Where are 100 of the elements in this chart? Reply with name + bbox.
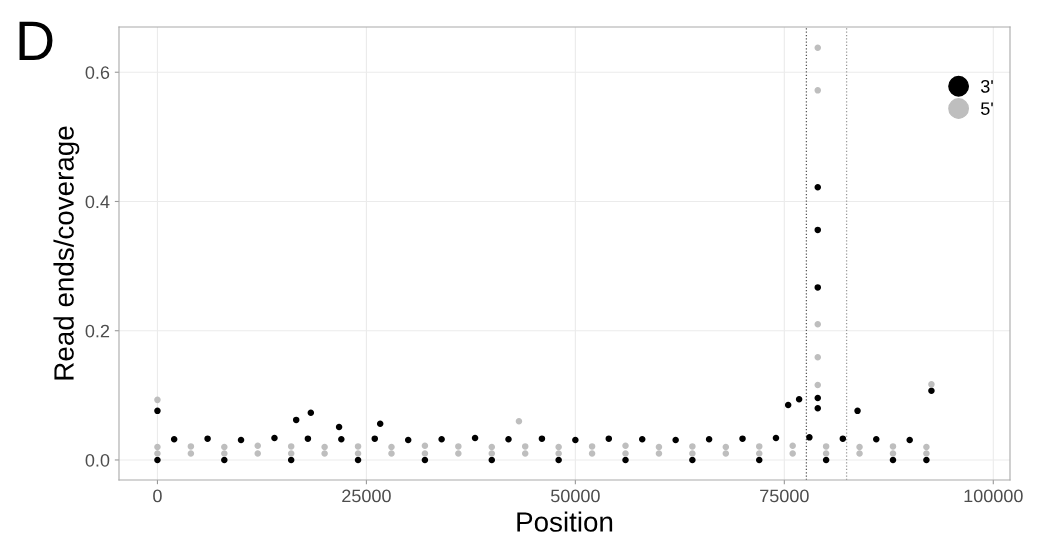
point <box>854 407 861 415</box>
point <box>154 396 161 404</box>
x-tick-label: 75000 <box>760 489 809 503</box>
point <box>622 456 629 464</box>
point <box>154 443 161 451</box>
point <box>321 443 328 451</box>
x-tick-label: 50000 <box>550 489 600 503</box>
point <box>755 443 763 450</box>
point <box>784 401 792 409</box>
point <box>806 434 813 441</box>
point <box>655 443 663 451</box>
point <box>928 387 935 395</box>
point <box>814 353 822 361</box>
point <box>455 443 462 450</box>
point <box>515 417 523 425</box>
point <box>354 450 362 457</box>
point <box>772 434 780 442</box>
point <box>839 435 847 442</box>
point <box>906 436 913 444</box>
point <box>438 436 445 443</box>
point <box>689 450 696 457</box>
y-tick-label: 0.4 <box>85 195 110 209</box>
point <box>154 450 161 457</box>
point <box>822 450 830 457</box>
point <box>822 443 830 450</box>
point <box>521 443 529 450</box>
point <box>304 435 312 442</box>
point <box>555 456 562 464</box>
point <box>221 443 228 451</box>
y-tick-label: 0.0 <box>85 453 110 467</box>
point <box>672 436 679 444</box>
point <box>655 450 663 457</box>
point <box>814 184 822 191</box>
point <box>376 420 384 428</box>
x-tick-label: 0 <box>153 489 162 503</box>
point <box>622 450 629 457</box>
point <box>471 434 479 442</box>
point <box>856 443 863 451</box>
point <box>221 450 228 457</box>
point <box>795 395 803 403</box>
point <box>555 443 562 451</box>
point <box>555 450 562 457</box>
point <box>622 442 629 450</box>
point <box>814 321 822 328</box>
point <box>287 443 295 450</box>
legend-label: 3' <box>980 79 993 93</box>
point <box>572 436 579 444</box>
point <box>154 407 161 415</box>
point <box>739 435 746 442</box>
point <box>605 435 613 442</box>
point <box>588 443 596 450</box>
point <box>388 450 395 457</box>
point <box>321 450 328 457</box>
x-tick-label: 25000 <box>342 489 391 503</box>
point <box>170 436 178 443</box>
point <box>505 436 512 443</box>
point <box>421 456 429 464</box>
y-axis-title: Read ends/coverage <box>53 126 80 380</box>
point <box>889 456 897 464</box>
point <box>755 456 763 464</box>
point <box>538 435 546 442</box>
point <box>814 44 822 51</box>
point <box>354 456 362 464</box>
point <box>421 450 429 457</box>
point <box>335 423 343 431</box>
point <box>814 394 822 402</box>
point <box>755 450 763 457</box>
point <box>354 443 362 450</box>
text: D <box>19 21 53 60</box>
point <box>307 409 315 417</box>
point <box>638 436 646 443</box>
point <box>204 435 211 442</box>
point <box>404 436 412 444</box>
y-tick-label: 0.2 <box>85 324 110 338</box>
point <box>421 442 429 450</box>
point <box>722 450 730 457</box>
point <box>689 456 696 464</box>
point <box>338 436 345 443</box>
point <box>689 443 696 450</box>
point <box>889 450 897 457</box>
point <box>856 450 863 457</box>
point <box>388 443 395 451</box>
point <box>221 456 228 464</box>
point <box>254 450 262 457</box>
point <box>154 456 161 464</box>
point <box>814 284 822 291</box>
point <box>371 435 379 442</box>
point <box>722 443 730 451</box>
x-axis-title: Position <box>517 511 613 532</box>
point <box>254 442 262 450</box>
point <box>237 436 245 444</box>
point <box>814 226 822 234</box>
point <box>271 434 278 442</box>
point <box>488 456 496 464</box>
point <box>292 416 300 424</box>
point <box>923 443 930 451</box>
point <box>488 443 496 451</box>
point <box>889 443 897 450</box>
point <box>187 443 195 450</box>
point <box>873 436 880 443</box>
